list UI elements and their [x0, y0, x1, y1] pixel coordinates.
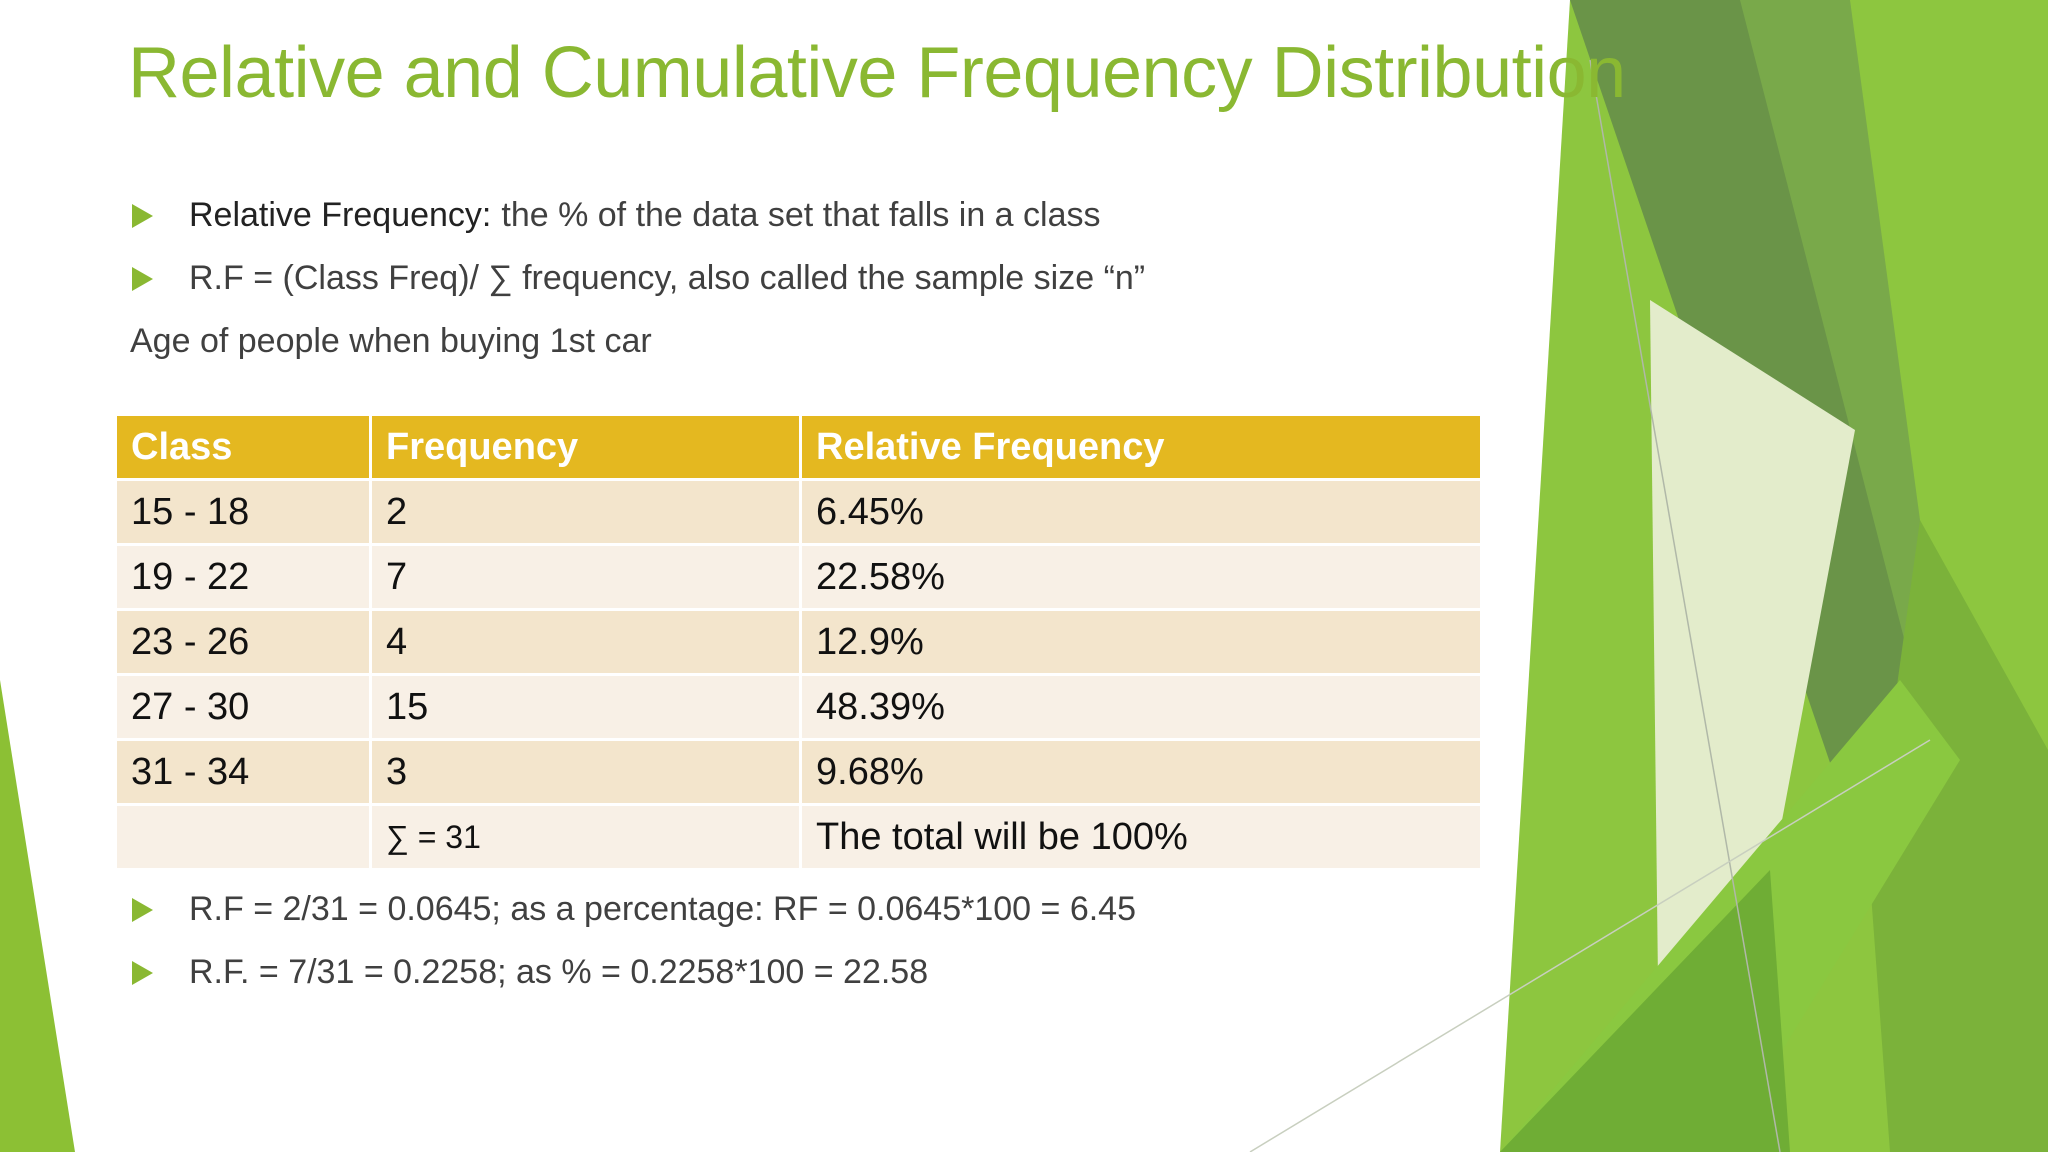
bullet-arrow-icon [132, 266, 153, 291]
cell-relative-frequency: 48.39% [799, 673, 1483, 741]
bullet-rf-formula: R.F = (Class Freq)/ ∑ frequency, also ca… [132, 259, 1145, 298]
bullet-text: R.F = (Class Freq)/ ∑ frequency, also ca… [189, 259, 1146, 297]
cell-total-note: The total will be 100% [799, 803, 1483, 871]
frequency-table: Class Frequency Relative Frequency 15 - … [114, 413, 1483, 871]
cell-frequency: 7 [369, 543, 802, 611]
bullet-text: the % of the data set that falls in a cl… [501, 196, 1101, 234]
cell-class: 19 - 22 [114, 543, 372, 611]
table-row: 31 - 34 3 9.68% [114, 738, 1483, 806]
table-row: 15 - 18 2 6.45% [114, 478, 1483, 546]
cell-class: 27 - 30 [114, 673, 372, 741]
bullet-example-2: R.F. = 7/31 = 0.2258; as % = 0.2258*100 … [132, 953, 928, 992]
bullet-arrow-icon [132, 203, 153, 228]
slide-title: Relative and Cumulative Frequency Distri… [128, 33, 1626, 113]
cell-class: 23 - 26 [114, 608, 372, 676]
table-total-row: ∑ = 31 The total will be 100% [114, 803, 1483, 871]
header-class: Class [114, 413, 372, 481]
cell-frequency: 15 [369, 673, 802, 741]
bullet-text: R.F. = 7/31 = 0.2258; as % = 0.2258*100 … [189, 953, 929, 991]
cell-relative-frequency: 12.9% [799, 608, 1483, 676]
cell-frequency: 2 [369, 478, 802, 546]
cell-relative-frequency: 9.68% [799, 738, 1483, 806]
table-header-row: Class Frequency Relative Frequency [114, 413, 1483, 481]
cell-relative-frequency: 22.58% [799, 543, 1483, 611]
bullet-text: R.F = 2/31 = 0.0645; as a percentage: RF… [189, 890, 1137, 928]
bullet-lead: Relative Frequency: [189, 196, 492, 234]
cell-frequency-sum: ∑ = 31 [369, 803, 802, 871]
table-row: 19 - 22 7 22.58% [114, 543, 1483, 611]
bullet-example-1: R.F = 2/31 = 0.0645; as a percentage: RF… [132, 890, 1136, 929]
cell-frequency: 3 [369, 738, 802, 806]
bullet-arrow-icon [132, 897, 153, 922]
bullet-arrow-icon [132, 960, 153, 985]
table-caption: Age of people when buying 1st car [130, 322, 652, 360]
cell-class: 31 - 34 [114, 738, 372, 806]
cell-class [114, 803, 372, 871]
header-relative-frequency: Relative Frequency [799, 413, 1483, 481]
cell-class: 15 - 18 [114, 478, 372, 546]
bullet-relative-frequency: Relative Frequency: the % of the data se… [132, 196, 1101, 235]
header-frequency: Frequency [369, 413, 802, 481]
table-row: 27 - 30 15 48.39% [114, 673, 1483, 741]
cell-frequency: 4 [369, 608, 802, 676]
table-row: 23 - 26 4 12.9% [114, 608, 1483, 676]
cell-relative-frequency: 6.45% [799, 478, 1483, 546]
